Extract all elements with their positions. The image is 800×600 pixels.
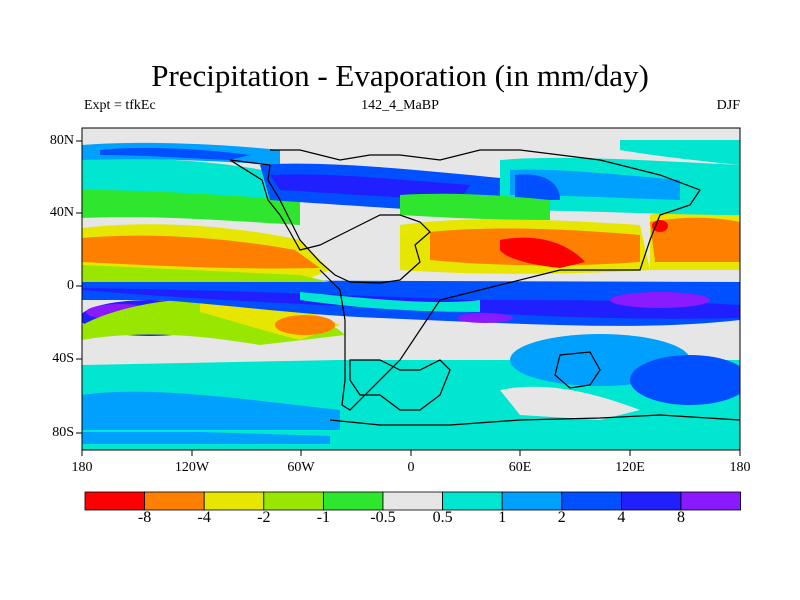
colorbar-label: 8: [677, 509, 685, 526]
colorbar-box: [561, 491, 622, 511]
colorbar-label: -8: [137, 509, 152, 526]
experiment-label: Expt = tfkEc: [84, 98, 156, 113]
colorbar-box: [621, 491, 682, 511]
colorbar-box: [144, 491, 205, 511]
period-label: 142_4_MaBP: [361, 98, 439, 113]
lon-label: 120E: [615, 460, 645, 475]
colorbar-box: [442, 491, 503, 511]
colorbar-label: 1: [498, 509, 507, 526]
colorbar-label: -4: [197, 509, 211, 526]
field-layer: [82, 128, 740, 450]
lon-label: 120W: [174, 460, 210, 475]
plot-title: Precipitation - Evaporation (in mm/day): [151, 58, 649, 93]
continental-outline: [270, 149, 701, 411]
colorbar-box: [322, 491, 384, 511]
colorbar-box: [501, 491, 563, 511]
colorbar-box: [203, 491, 265, 511]
lat-label: 80N: [49, 133, 74, 148]
south-america-outline: [349, 359, 451, 411]
lon-label: 180: [71, 460, 93, 475]
colorbar-box: [84, 491, 145, 511]
lon-label: 60W: [287, 460, 315, 475]
lon-label: 60E: [508, 460, 532, 475]
lat-label: 0: [67, 278, 74, 293]
colorbar-label: 4: [617, 509, 626, 526]
colorbar: [84, 491, 741, 511]
coastline-layer: [229, 149, 740, 426]
colorbar-box: [263, 491, 324, 511]
colorbar-label: 0.5: [432, 509, 453, 526]
americas-north-outline: [229, 159, 431, 284]
colorbar-label: -0.5: [370, 509, 396, 526]
antarctica-outline: [329, 414, 740, 426]
lat-label: 40S: [52, 351, 74, 366]
lat-label: 80S: [52, 425, 74, 440]
australia-outline: [554, 351, 601, 389]
colorbar-box: [382, 491, 443, 511]
band-south-blue: [82, 391, 340, 430]
lon-label: 180: [729, 460, 751, 475]
tick-marks: [76, 140, 741, 456]
colorbar-label: 2: [557, 509, 566, 526]
colorbar-label: -1: [316, 509, 331, 526]
colorbar-label: -2: [257, 509, 271, 526]
lat-label: 40N: [49, 205, 74, 220]
season-label: DJF: [716, 98, 740, 113]
colorbar-box: [680, 491, 741, 511]
lon-label: 0: [407, 460, 415, 475]
